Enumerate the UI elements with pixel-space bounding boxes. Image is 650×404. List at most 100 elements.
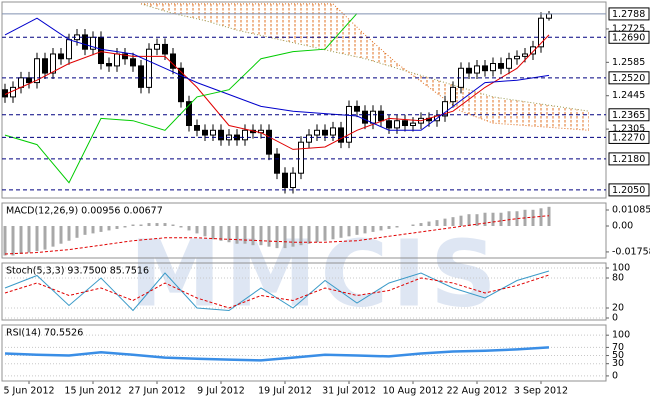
x-tick-label: 22 Aug 2012 <box>447 386 508 397</box>
histogram-bar <box>179 226 183 228</box>
price-label: 1.2270 <box>612 132 645 143</box>
candle-body <box>354 105 360 112</box>
price-label-box <box>608 152 650 166</box>
candle-body <box>34 58 40 84</box>
candle-body <box>146 48 152 88</box>
histogram-bar <box>171 224 175 227</box>
candle-body <box>186 101 192 127</box>
histogram-bar <box>67 226 71 241</box>
histogram-bar <box>123 226 127 228</box>
y-tick-label: 1.2305 <box>612 124 645 135</box>
candle-body <box>122 53 128 60</box>
plot-area <box>3 206 551 256</box>
watermark: MMCIS <box>129 220 500 327</box>
cloud-fill <box>141 3 589 131</box>
histogram-bar <box>467 214 471 227</box>
histogram-bar <box>131 224 135 227</box>
histogram-bar <box>227 226 231 243</box>
x-tick-label: 31 Jul 2012 <box>322 386 376 397</box>
panel-title: Stoch(5,3,3) 93.7500 85.7516 <box>6 266 149 277</box>
price-label: 1.2180 <box>612 154 645 165</box>
plot-area <box>2 3 590 194</box>
panel-title: RSI(14) 70.5526 <box>6 328 83 339</box>
histogram-bar <box>307 226 311 244</box>
histogram-bar <box>291 226 295 247</box>
candle-body <box>242 129 248 141</box>
histogram-bar <box>243 226 247 244</box>
histogram-bar <box>331 226 335 240</box>
histogram-bar <box>339 226 343 238</box>
candle-body <box>386 120 392 129</box>
price-label-box <box>608 183 650 197</box>
histogram-bar <box>219 226 223 241</box>
histogram-bar <box>459 215 463 227</box>
y-tick-label: 80 <box>612 273 624 284</box>
price-label-box <box>608 71 650 85</box>
histogram-bar <box>323 226 327 241</box>
candle-body <box>98 36 104 65</box>
candle-body <box>474 65 480 74</box>
histogram-bar <box>443 218 447 227</box>
histogram-bar <box>267 226 271 247</box>
candle-body <box>18 77 24 88</box>
candle-body <box>506 58 512 69</box>
y-tick-label: 50 <box>612 350 624 361</box>
candle-body <box>290 172 296 189</box>
histogram-bar <box>163 223 167 227</box>
candle-body <box>50 53 56 74</box>
y-tick-label: 1.2725 <box>612 23 645 34</box>
histogram-bar <box>19 226 23 255</box>
histogram-bar <box>283 226 287 249</box>
candle-body <box>402 120 408 127</box>
candle-body <box>538 17 544 48</box>
histogram-bar <box>107 226 111 231</box>
histogram-bar <box>547 206 551 227</box>
candle-body <box>522 53 528 57</box>
candle-body <box>58 53 64 60</box>
price-label: 1.2788 <box>612 9 645 20</box>
histogram-bar <box>315 226 319 243</box>
candle-body <box>482 65 488 72</box>
x-tick-label: 3 Sep 2012 <box>514 386 568 397</box>
candle-body <box>530 46 536 55</box>
y-tick-label: 0.01085 <box>612 205 650 216</box>
histogram-bar <box>139 224 143 227</box>
plot-area <box>4 346 550 362</box>
histogram-bar <box>27 226 31 253</box>
x-tick-label: 9 Jul 2012 <box>197 386 245 397</box>
candle-body <box>370 110 376 124</box>
y-tick-label: -0.01758 <box>612 246 650 257</box>
candle-body <box>314 129 320 136</box>
histogram-bar <box>147 223 151 227</box>
histogram-bar <box>91 226 95 234</box>
histogram-bar <box>451 217 455 227</box>
histogram-bar <box>395 226 399 228</box>
histogram-bar <box>515 211 519 227</box>
price-label: 1.2365 <box>612 110 645 121</box>
histogram-bar <box>83 226 87 235</box>
candle-body <box>346 105 352 143</box>
candle-body <box>338 127 344 143</box>
oscillator-line <box>4 274 550 309</box>
candle-body <box>330 127 336 136</box>
candle-body <box>490 63 496 72</box>
histogram-bar <box>187 226 191 231</box>
indicator-line <box>4 13 358 184</box>
histogram-bar <box>75 226 79 238</box>
histogram-bar <box>43 226 47 250</box>
price-label-box <box>608 130 650 144</box>
price-label-box <box>608 7 650 21</box>
y-tick-label: 0 <box>612 370 618 381</box>
candle-body <box>466 67 472 74</box>
candle-body <box>282 172 288 189</box>
y-tick-label: 1.2585 <box>612 57 645 68</box>
indicator-line <box>4 17 550 131</box>
histogram-bar <box>51 226 55 247</box>
histogram-bar <box>411 224 415 227</box>
panel-frame <box>1 262 607 321</box>
candle-body <box>514 55 520 60</box>
candle-body <box>178 67 184 103</box>
candle-body <box>306 134 312 143</box>
panel-frame <box>1 202 607 259</box>
